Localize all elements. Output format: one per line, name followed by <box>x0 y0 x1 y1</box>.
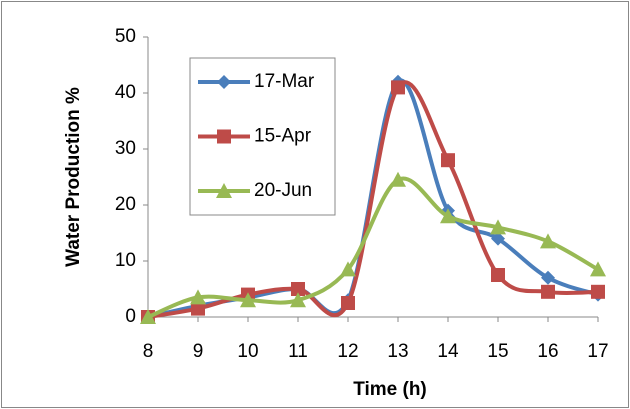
marker <box>491 268 505 282</box>
marker <box>140 309 156 324</box>
marker <box>591 284 605 299</box>
y-axis-label: Water Production % <box>63 87 84 267</box>
x-axis-label: Time (h) <box>353 379 427 400</box>
marker <box>491 231 505 246</box>
x-tick-label: 10 <box>237 341 258 362</box>
y-tick-label: 20 <box>115 194 136 215</box>
marker <box>541 270 555 285</box>
marker <box>540 233 556 249</box>
marker <box>240 292 256 308</box>
x-tick-label: 16 <box>537 341 558 362</box>
x-tick-label: 11 <box>288 341 308 362</box>
x-tick-label: 15 <box>487 341 508 362</box>
marker <box>391 80 405 95</box>
marker <box>441 153 455 168</box>
x-tick-label: 8 <box>143 341 154 362</box>
x-tick-label: 17 <box>587 341 608 362</box>
marker <box>340 261 356 277</box>
x-tick-label: 12 <box>337 341 358 362</box>
x-tick-label: 14 <box>437 341 459 362</box>
legend-label: 20-Jun <box>254 180 312 201</box>
marker <box>190 289 206 305</box>
marker <box>390 171 406 187</box>
x-tick-label: 13 <box>387 341 408 362</box>
marker <box>217 75 231 89</box>
x-tick-label: 9 <box>193 341 204 362</box>
series-line <box>147 176 599 319</box>
marker <box>541 284 555 299</box>
marker <box>341 296 355 310</box>
y-tick-label: 0 <box>125 306 136 327</box>
legend-label: 15-Apr <box>254 126 312 147</box>
y-tick-label: 30 <box>115 138 136 159</box>
y-tick-label: 40 <box>115 82 136 103</box>
legend-label: 17-Mar <box>254 71 315 92</box>
marker <box>440 208 456 224</box>
y-tick-label: 10 <box>115 250 136 271</box>
marker <box>590 261 606 277</box>
marker <box>217 129 231 144</box>
y-tick-label: 50 <box>115 26 136 47</box>
marker <box>191 301 205 316</box>
marker <box>490 219 506 235</box>
marker <box>291 282 305 296</box>
marker <box>290 292 306 308</box>
marker <box>216 183 232 198</box>
